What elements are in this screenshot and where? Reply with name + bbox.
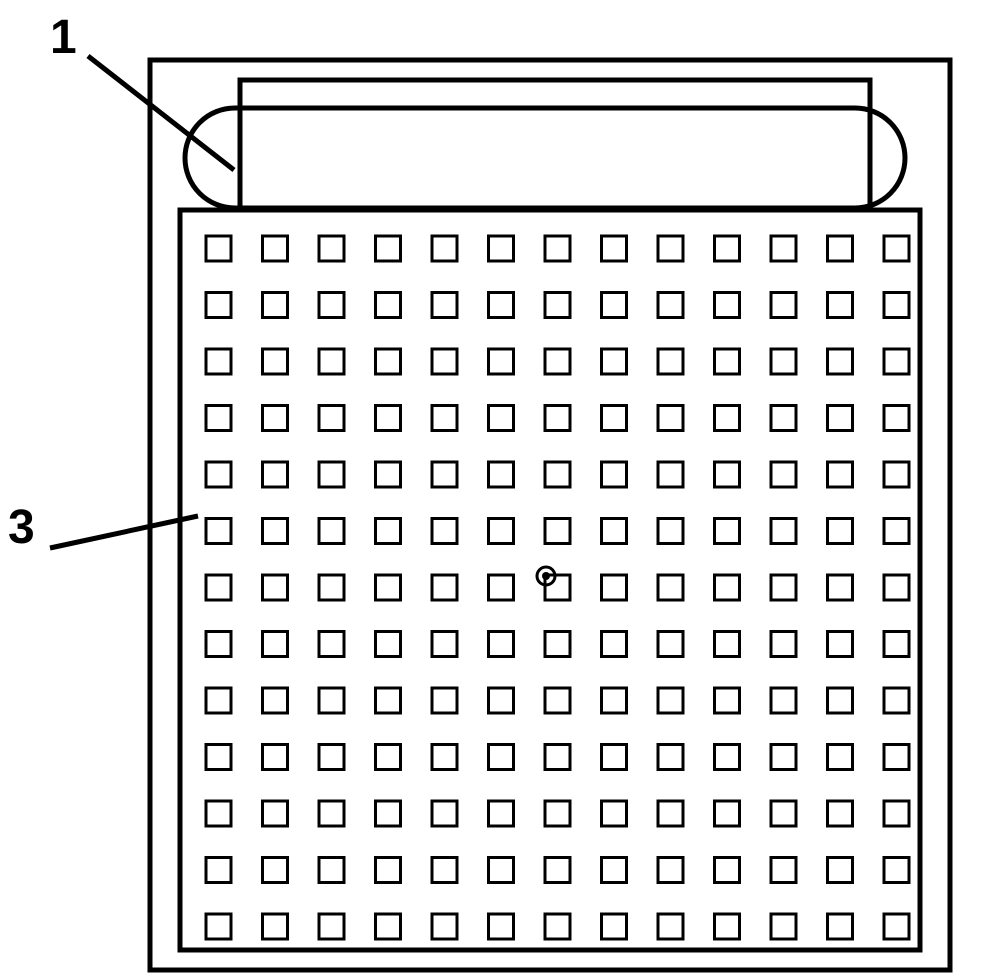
grid-cells: [206, 236, 909, 939]
diagram-svg: [0, 0, 997, 980]
top-rect: [240, 80, 870, 210]
grid-box: [180, 210, 920, 950]
label-1: 1: [50, 10, 77, 65]
outer-box: [150, 60, 950, 970]
label-3: 3: [8, 500, 35, 555]
stadium-shape: [185, 108, 905, 208]
